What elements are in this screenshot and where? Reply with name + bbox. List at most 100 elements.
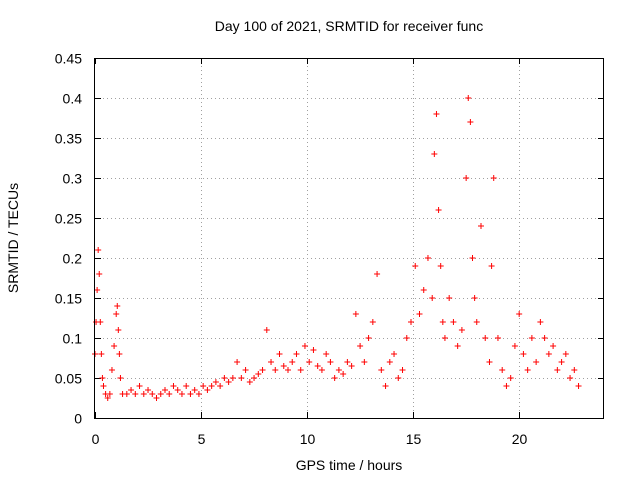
data-point (335, 367, 342, 373)
data-point (416, 311, 423, 317)
data-point (554, 367, 561, 373)
data-points (92, 95, 582, 401)
data-point (221, 375, 228, 381)
plot-frame (94, 58, 604, 419)
data-point (450, 319, 457, 325)
data-point (187, 391, 194, 397)
data-point (558, 359, 565, 365)
data-point (439, 319, 446, 325)
data-point (490, 175, 497, 181)
data-point (246, 379, 253, 385)
data-point (408, 319, 415, 325)
data-point (276, 351, 283, 357)
data-point (486, 359, 493, 365)
data-point (99, 375, 106, 381)
data-point (420, 287, 427, 293)
data-point (471, 295, 478, 301)
data-point (499, 367, 506, 373)
data-point (229, 375, 236, 381)
data-point (429, 295, 436, 301)
data-point (301, 343, 308, 349)
data-point (550, 343, 557, 349)
data-point (469, 255, 476, 261)
data-point (238, 375, 245, 381)
data-point (323, 351, 330, 357)
chart-title: Day 100 of 2021, SRMTID for receiver fun… (215, 18, 483, 34)
data-point (95, 247, 102, 253)
data-point (458, 327, 465, 333)
data-point (488, 263, 495, 269)
data-point (115, 327, 122, 333)
data-point (435, 207, 442, 213)
data-point (511, 343, 518, 349)
x-tick-label: 15 (406, 431, 422, 447)
x-tick-label: 10 (300, 431, 316, 447)
data-point (361, 359, 368, 365)
data-point (520, 351, 527, 357)
y-tick-label: 0.15 (55, 291, 82, 307)
y-tick-label: 0.05 (55, 371, 82, 387)
data-point (467, 119, 474, 125)
data-point (293, 351, 300, 357)
data-point (437, 263, 444, 269)
y-tick-label: 0.1 (63, 331, 83, 347)
data-point (348, 363, 355, 369)
data-point (195, 391, 202, 397)
data-point (204, 387, 211, 393)
data-point (153, 395, 160, 401)
data-point (524, 367, 531, 373)
data-point (314, 363, 321, 369)
data-point (251, 375, 258, 381)
data-point (374, 271, 381, 277)
data-point (100, 383, 107, 389)
data-point (528, 335, 535, 341)
data-point (113, 311, 120, 317)
data-point (424, 255, 431, 261)
data-point (571, 367, 578, 373)
data-point (234, 359, 241, 365)
data-point (217, 383, 224, 389)
data-point (494, 335, 501, 341)
data-point (132, 391, 139, 397)
data-point (344, 359, 351, 365)
data-point (117, 375, 124, 381)
data-point (116, 351, 123, 357)
data-point (263, 327, 270, 333)
data-point (365, 335, 372, 341)
x-tick-label: 0 (92, 431, 100, 447)
data-point (166, 391, 173, 397)
data-point (431, 151, 438, 157)
data-point (391, 351, 398, 357)
data-point (106, 391, 113, 397)
data-point (441, 335, 448, 341)
data-point (477, 223, 484, 229)
y-tick-label: 0.45 (55, 51, 82, 67)
data-point (200, 383, 207, 389)
data-point (306, 359, 313, 365)
data-point (297, 367, 304, 373)
data-point (94, 287, 101, 293)
data-point (567, 375, 574, 381)
y-tick-label: 0.3 (63, 171, 83, 187)
data-point (352, 311, 359, 317)
data-point (128, 387, 135, 393)
data-point (149, 391, 156, 397)
grid (95, 58, 604, 418)
data-point (473, 319, 480, 325)
y-tick-label: 0.35 (55, 131, 82, 147)
x-tick-label: 5 (198, 431, 206, 447)
data-point (259, 367, 266, 373)
data-point (386, 359, 393, 365)
data-point (357, 343, 364, 349)
x-tick-labels: 0 5 10 15 20 (92, 431, 528, 447)
data-point (191, 387, 198, 393)
data-point (446, 295, 453, 301)
data-point (136, 383, 143, 389)
data-point (537, 319, 544, 325)
data-point (268, 359, 275, 365)
data-point (503, 383, 510, 389)
data-point (96, 271, 103, 277)
data-point (178, 391, 185, 397)
data-point (98, 351, 105, 357)
data-point (318, 367, 325, 373)
